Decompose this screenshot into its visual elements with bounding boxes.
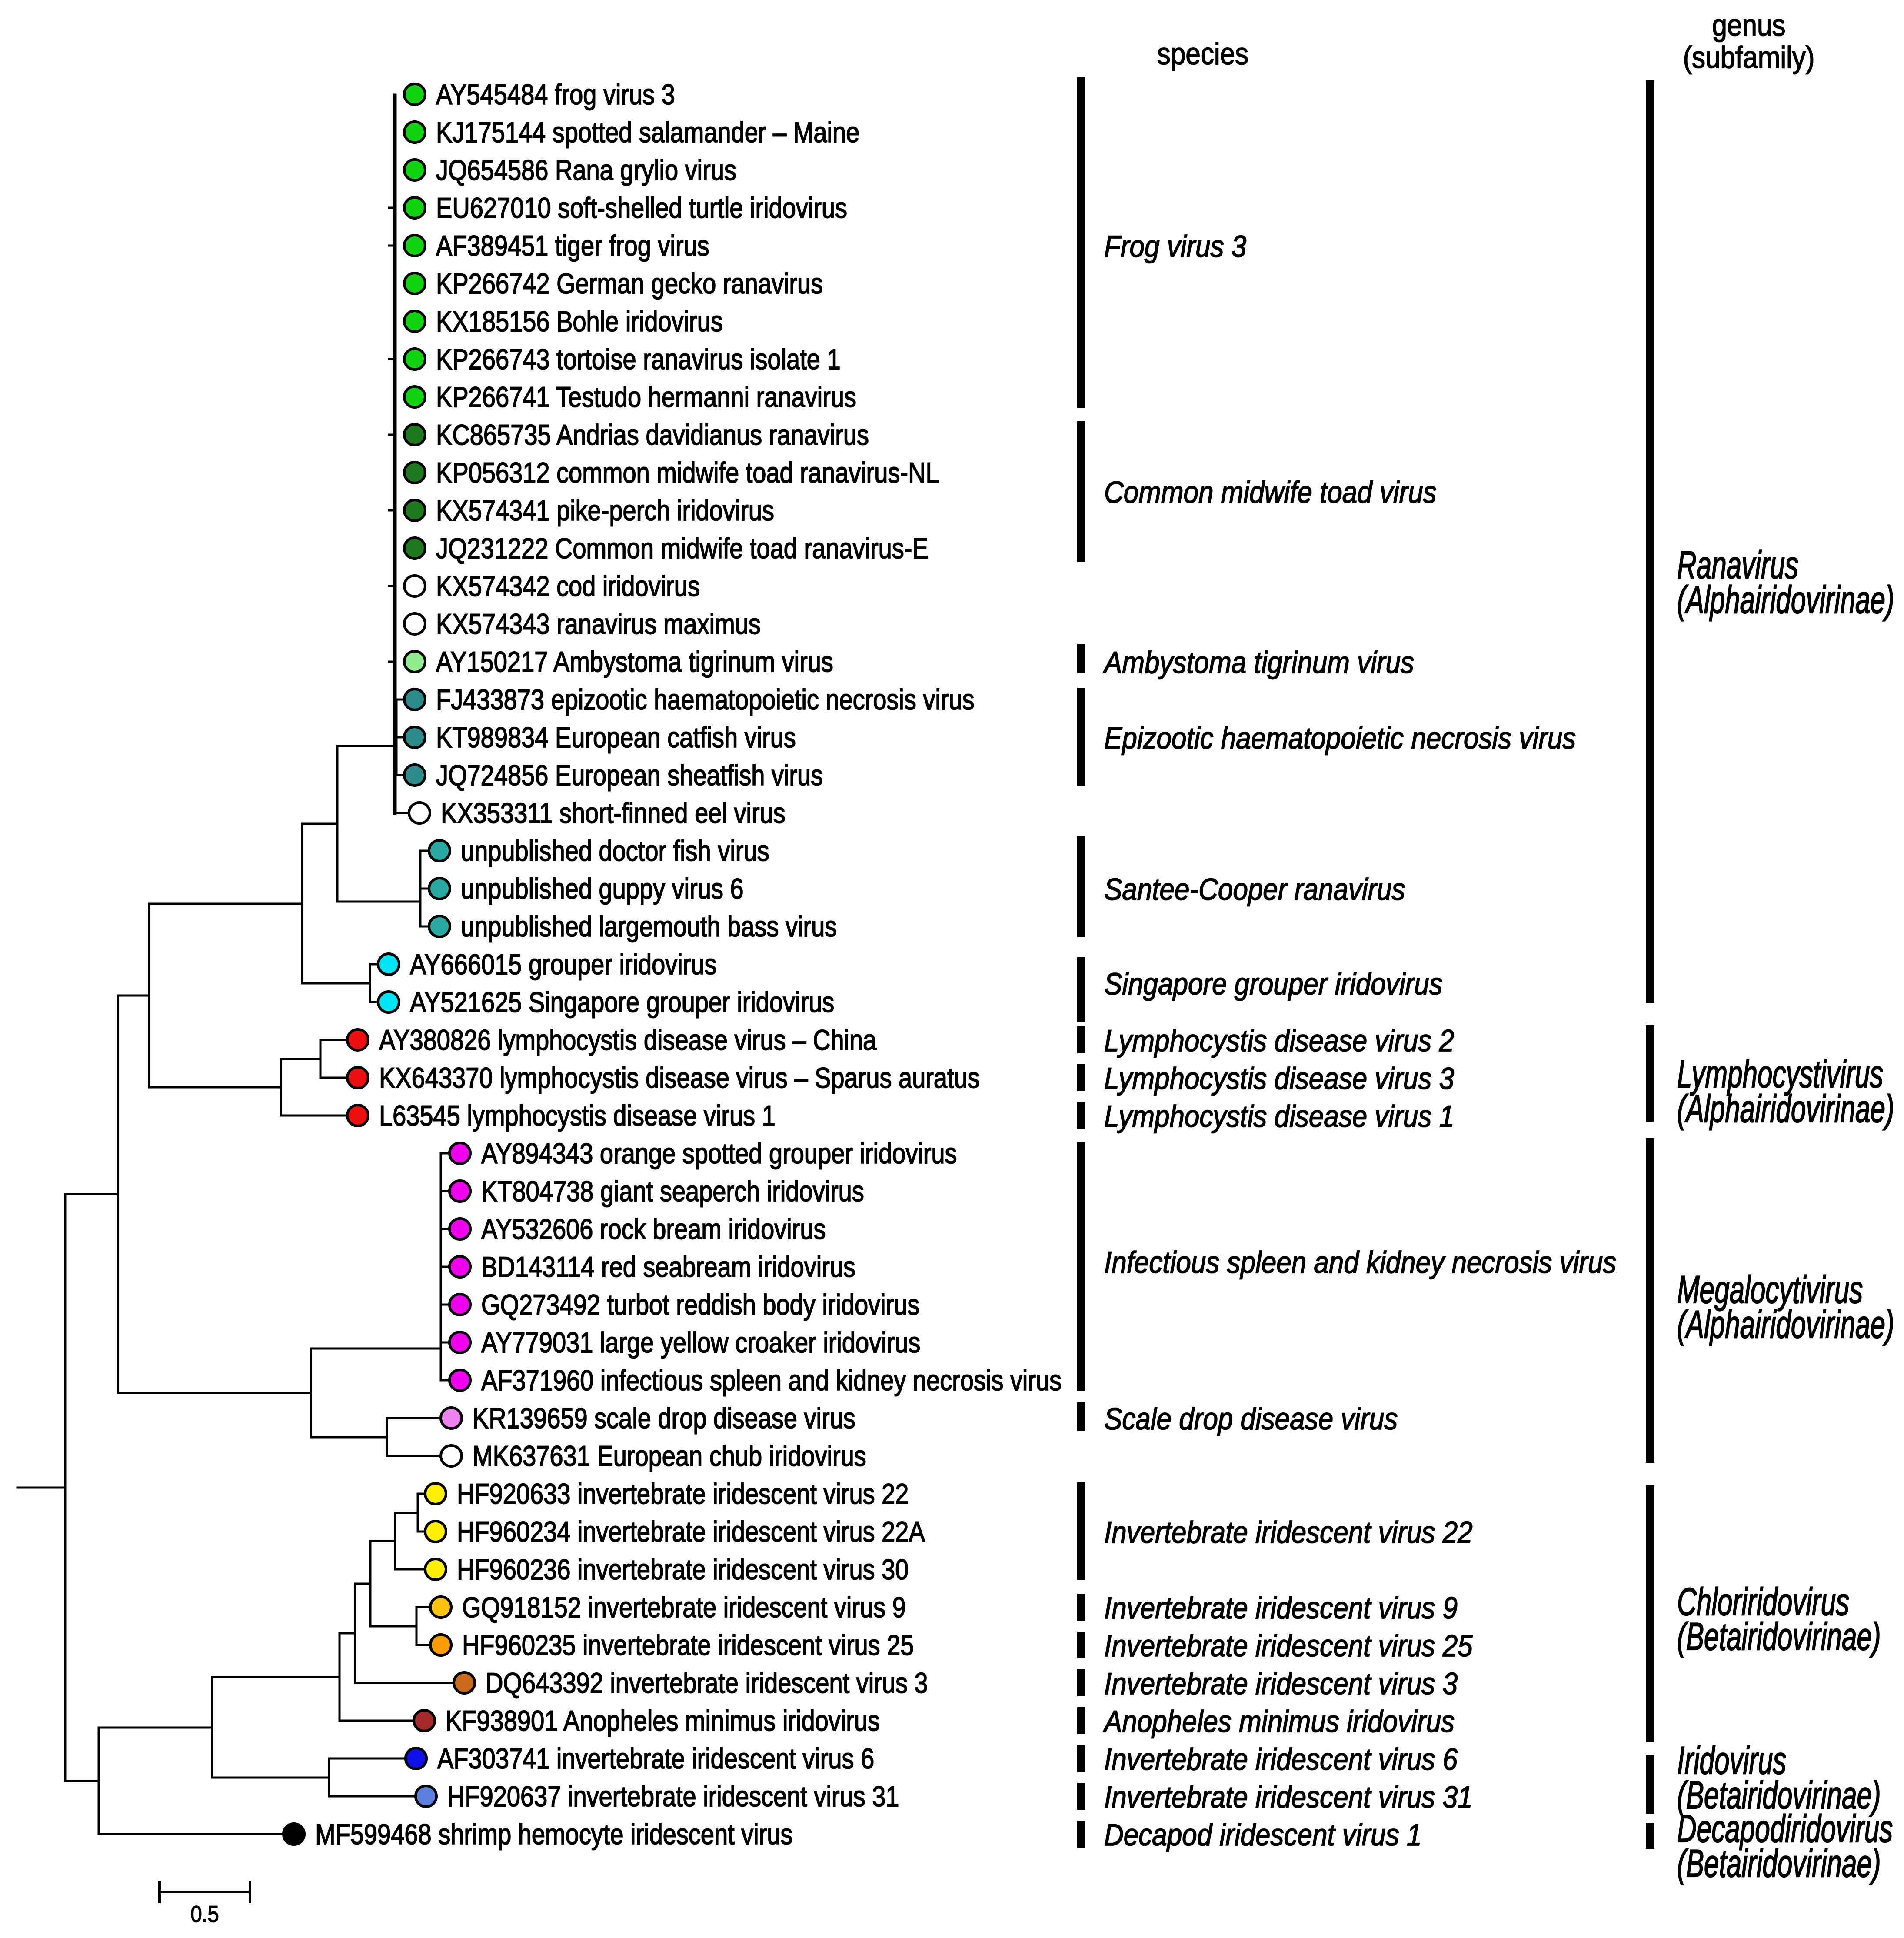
svg-text:BD143114 red seabream iridovir: BD143114 red seabream iridovirus xyxy=(481,1251,855,1283)
svg-text:Epizootic haematopoietic necro: Epizootic haematopoietic necrosis virus xyxy=(1104,721,1576,756)
svg-text:unpublished doctor fish virus: unpublished doctor fish virus xyxy=(461,835,769,867)
svg-text:KX185156 Bohle iridovirus: KX185156 Bohle iridovirus xyxy=(436,306,723,337)
svg-text:KF938901 Anopheles minimus iri: KF938901 Anopheles minimus iridovirus xyxy=(446,1705,880,1737)
svg-text:L63545 lymphocystis disease vi: L63545 lymphocystis disease virus 1 xyxy=(379,1100,776,1132)
svg-text:KP266743 tortoise ranavirus is: KP266743 tortoise ranavirus isolate 1 xyxy=(436,343,841,375)
svg-text:unpublished guppy virus 6: unpublished guppy virus 6 xyxy=(461,873,744,905)
svg-text:unpublished largemouth bass vi: unpublished largemouth bass virus xyxy=(461,911,837,942)
svg-text:AF389451 tiger frog virus: AF389451 tiger frog virus xyxy=(436,230,709,262)
svg-text:Invertebrate iridescent virus: Invertebrate iridescent virus 3 xyxy=(1104,1667,1458,1701)
svg-text:AY666015 grouper iridovirus: AY666015 grouper iridovirus xyxy=(410,949,716,980)
svg-text:AY545484 frog virus 3: AY545484 frog virus 3 xyxy=(436,79,675,110)
svg-text:KX353311 short-finned eel viru: KX353311 short-finned eel virus xyxy=(441,797,786,829)
svg-text:KP266742 German gecko ranaviru: KP266742 German gecko ranavirus xyxy=(436,268,823,300)
svg-text:Megalocytivirus: Megalocytivirus xyxy=(1677,1269,1863,1312)
svg-text:DQ643392 invertebrate iridesce: DQ643392 invertebrate iridescent virus 3 xyxy=(486,1667,928,1699)
svg-text:Lymphocystis disease virus 1: Lymphocystis disease virus 1 xyxy=(1104,1099,1454,1134)
svg-text:HF960235 invertebrate iridesce: HF960235 invertebrate iridescent virus 2… xyxy=(462,1629,914,1661)
svg-text:HF920637 invertebrate iridesce: HF920637 invertebrate iridescent virus 3… xyxy=(447,1781,899,1812)
svg-text:KP056312 common midwife toad r: KP056312 common midwife toad ranavirus-N… xyxy=(436,457,939,489)
svg-text:Scale drop disease virus: Scale drop disease virus xyxy=(1104,1402,1398,1436)
svg-text:AF303741 invertebrate iridesce: AF303741 invertebrate iridescent virus 6 xyxy=(437,1743,874,1775)
svg-text:FJ433873 epizootic haematopoie: FJ433873 epizootic haematopoietic necros… xyxy=(436,684,975,716)
svg-text:KX574343 ranavirus maximus: KX574343 ranavirus maximus xyxy=(436,608,761,640)
svg-text:Anopheles minimus iridovirus: Anopheles minimus iridovirus xyxy=(1102,1705,1455,1739)
svg-text:AF371960 infectious spleen and: AF371960 infectious spleen and kidney ne… xyxy=(481,1365,1062,1396)
svg-text:Decapodiridovirus: Decapodiridovirus xyxy=(1677,1808,1893,1851)
svg-text:KX574341 pike-perch iridovirus: KX574341 pike-perch iridovirus xyxy=(436,495,774,526)
svg-text:Ambystoma tigrinum virus: Ambystoma tigrinum virus xyxy=(1102,646,1414,680)
svg-text:AY532606 rock bream iridovirus: AY532606 rock bream iridovirus xyxy=(481,1213,826,1245)
svg-text:MK637631 European chub iridovi: MK637631 European chub iridovirus xyxy=(473,1440,866,1472)
svg-text:(Betairidovirinae): (Betairidovirinae) xyxy=(1677,1774,1881,1817)
svg-text:HF960236 invertebrate iridesce: HF960236 invertebrate iridescent virus 3… xyxy=(457,1554,909,1585)
svg-text:KR139659 scale drop disease vi: KR139659 scale drop disease virus xyxy=(473,1402,855,1434)
svg-text:Common midwife toad virus: Common midwife toad virus xyxy=(1104,476,1437,510)
svg-text:genus: genus xyxy=(1712,9,1786,43)
svg-text:Ranavirus: Ranavirus xyxy=(1677,544,1798,587)
svg-text:Invertebrate iridescent virus: Invertebrate iridescent virus 6 xyxy=(1104,1742,1458,1777)
svg-text:MF599468 shrimp hemocyte iride: MF599468 shrimp hemocyte iridescent viru… xyxy=(315,1818,792,1850)
svg-text:EU627010 soft-shelled turtle i: EU627010 soft-shelled turtle iridovirus xyxy=(436,192,847,224)
svg-text:Lymphocystis disease virus 3: Lymphocystis disease virus 3 xyxy=(1104,1062,1454,1096)
svg-text:(Alphairidovirinae): (Alphairidovirinae) xyxy=(1677,1303,1894,1346)
svg-text:Invertebrate iridescent virus: Invertebrate iridescent virus 31 xyxy=(1104,1780,1473,1815)
svg-text:species: species xyxy=(1157,37,1248,71)
svg-text:Infectious spleen and kidney n: Infectious spleen and kidney necrosis vi… xyxy=(1104,1245,1616,1280)
svg-text:AY779031 large yellow croaker: AY779031 large yellow croaker iridovirus xyxy=(481,1327,920,1359)
svg-text:JQ724856 European sheatfish vi: JQ724856 European sheatfish virus xyxy=(436,759,823,791)
svg-text:Invertebrate iridescent virus: Invertebrate iridescent virus 9 xyxy=(1104,1591,1458,1625)
svg-text:Invertebrate iridescent virus: Invertebrate iridescent virus 25 xyxy=(1104,1629,1473,1663)
svg-text:KX643370 lymphocystis disease: KX643370 lymphocystis disease virus – Sp… xyxy=(379,1062,980,1094)
svg-text:GQ918152 invertebrate iridesce: GQ918152 invertebrate iridescent virus 9 xyxy=(462,1592,906,1623)
svg-text:Invertebrate iridescent virus: Invertebrate iridescent virus 22 xyxy=(1104,1515,1473,1550)
svg-text:Chloriridovirus: Chloriridovirus xyxy=(1677,1581,1849,1624)
svg-text:(Betairidovirinae): (Betairidovirinae) xyxy=(1677,1842,1881,1885)
svg-text:AY894343 orange spotted groupe: AY894343 orange spotted grouper iridovir… xyxy=(481,1138,957,1169)
svg-text:AY150217 Ambystoma tigrinum vi: AY150217 Ambystoma tigrinum virus xyxy=(436,646,833,678)
svg-text:Singapore grouper iridovirus: Singapore grouper iridovirus xyxy=(1104,967,1443,1002)
svg-text:(Alphairidovirinae): (Alphairidovirinae) xyxy=(1677,579,1894,622)
svg-text:Lymphocystivirus: Lymphocystivirus xyxy=(1677,1053,1883,1096)
svg-text:AY521625 Singapore grouper iri: AY521625 Singapore grouper iridovirus xyxy=(410,986,834,1018)
svg-text:KX574342 cod iridovirus: KX574342 cod iridovirus xyxy=(436,570,700,602)
svg-text:(Alphairidovirinae): (Alphairidovirinae) xyxy=(1677,1088,1894,1131)
svg-text:HF960234 invertebrate iridesce: HF960234 invertebrate iridescent virus 2… xyxy=(457,1516,925,1548)
svg-text:KT804738 giant seaperch iridov: KT804738 giant seaperch iridovirus xyxy=(481,1175,864,1207)
svg-text:HF920633 invertebrate iridesce: HF920633 invertebrate iridescent virus 2… xyxy=(457,1478,909,1510)
svg-text:(subfamily): (subfamily) xyxy=(1683,41,1814,75)
svg-text:Iridovirus: Iridovirus xyxy=(1677,1739,1787,1782)
svg-text:KJ175144 spotted salamander –: KJ175144 spotted salamander – Maine xyxy=(436,117,859,148)
svg-text:Frog virus 3: Frog virus 3 xyxy=(1104,230,1246,264)
svg-text:KP266741 Testudo hermanni rana: KP266741 Testudo hermanni ranavirus xyxy=(436,381,856,413)
svg-text:0.5: 0.5 xyxy=(190,1901,219,1927)
svg-text:JQ231222 Common midwife toad r: JQ231222 Common midwife toad ranavirus-E xyxy=(436,533,929,564)
svg-text:Lymphocystis disease virus 2: Lymphocystis disease virus 2 xyxy=(1104,1024,1454,1058)
svg-text:JQ654586 Rana grylio virus: JQ654586 Rana grylio virus xyxy=(436,154,736,186)
svg-text:GQ273492 turbot reddish body i: GQ273492 turbot reddish body iridovirus xyxy=(481,1289,919,1321)
svg-text:Santee-Cooper ranavirus: Santee-Cooper ranavirus xyxy=(1104,872,1405,907)
svg-text:KC865735 Andrias davidianus ra: KC865735 Andrias davidianus ranavirus xyxy=(436,419,869,451)
svg-text:AY380826 lymphocystis disease: AY380826 lymphocystis disease virus – Ch… xyxy=(379,1024,877,1056)
svg-text:(Betairidovirinae): (Betairidovirinae) xyxy=(1677,1615,1881,1658)
svg-text:Decapod iridescent virus 1: Decapod iridescent virus 1 xyxy=(1104,1818,1421,1852)
svg-text:KT989834 European catfish viru: KT989834 European catfish virus xyxy=(436,722,796,753)
